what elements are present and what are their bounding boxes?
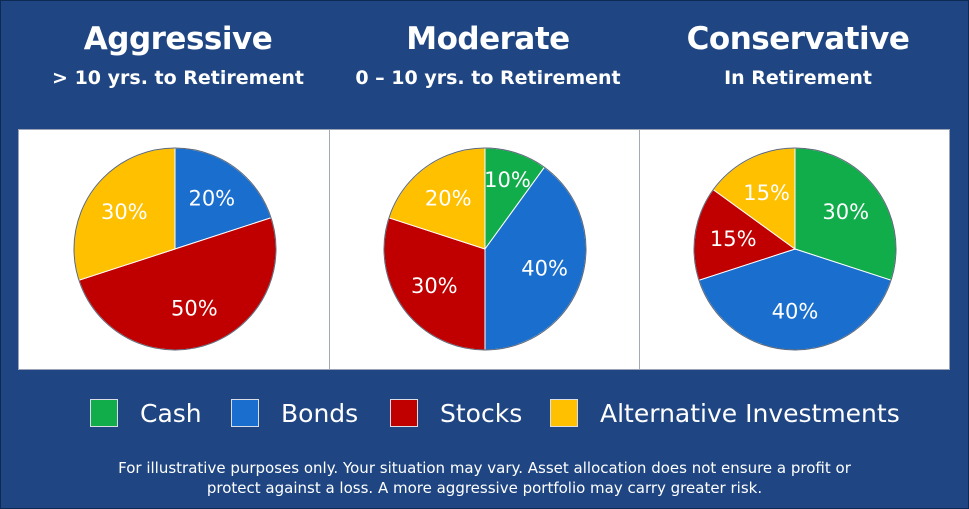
chart-title: Conservative	[686, 21, 910, 57]
pie-slice-label: 20%	[425, 186, 472, 210]
header-moderate: Moderate 0 – 10 yrs. to Retirement	[333, 14, 643, 92]
legend-label: Stocks	[440, 399, 523, 428]
pie-slice-label: 30%	[101, 200, 148, 224]
pie-aggressive: 20% 50% 30%	[73, 147, 277, 351]
chart-subtitle: 0 – 10 yrs. to Retirement	[355, 67, 621, 89]
panel-divider	[639, 130, 640, 369]
pie-slice-label: 40%	[521, 256, 568, 280]
legend: Cash Bonds Stocks Alternative Investment…	[0, 397, 969, 431]
legend-swatch-stocks	[390, 399, 418, 427]
pie-slice-label: 20%	[188, 186, 235, 210]
pie-slice-label: 40%	[772, 300, 819, 324]
header-aggressive: Aggressive > 10 yrs. to Retirement	[23, 14, 333, 92]
panel-divider	[329, 130, 330, 369]
chart-subtitle: > 10 yrs. to Retirement	[52, 67, 304, 89]
legend-swatch-alternative	[550, 399, 578, 427]
pie-slice-label: 10%	[484, 168, 531, 192]
legend-swatch-bonds	[231, 399, 259, 427]
pie-moderate: 10% 40% 30% 20%	[383, 147, 587, 351]
pie-slice-label: 50%	[171, 297, 218, 321]
pie-slice-label: 15%	[710, 227, 757, 251]
disclaimer-line: protect against a loss. A more aggressiv…	[206, 479, 763, 497]
chart-title: Aggressive	[83, 21, 273, 57]
pie-slice-label: 15%	[743, 181, 790, 205]
pie-charts-svg: 20% 50% 30% 10% 40% 30% 20% 30% 40% 15% 15%	[73, 147, 897, 351]
chart-subtitle: In Retirement	[724, 67, 872, 89]
header-conservative: Conservative In Retirement	[643, 14, 953, 92]
chart-title: Moderate	[406, 21, 570, 57]
legend-label: Cash	[140, 399, 202, 428]
pie-conservative: 30% 40% 15% 15%	[693, 147, 897, 351]
legend-label: Alternative Investments	[600, 399, 900, 428]
pie-slice-label: 30%	[822, 200, 869, 224]
disclaimer: For illustrative purposes only. Your sit…	[40, 458, 929, 498]
legend-swatch-cash	[90, 399, 118, 427]
pie-outline	[73, 147, 277, 351]
pie-slice-label: 30%	[411, 274, 458, 298]
legend-label: Bonds	[281, 399, 359, 428]
disclaimer-line: For illustrative purposes only. Your sit…	[118, 459, 851, 477]
pie-outline	[383, 147, 587, 351]
pie-charts-panel: 20% 50% 30% 10% 40% 30% 20% 30% 40% 15% 15%	[18, 129, 950, 370]
pie-outline	[693, 147, 897, 351]
